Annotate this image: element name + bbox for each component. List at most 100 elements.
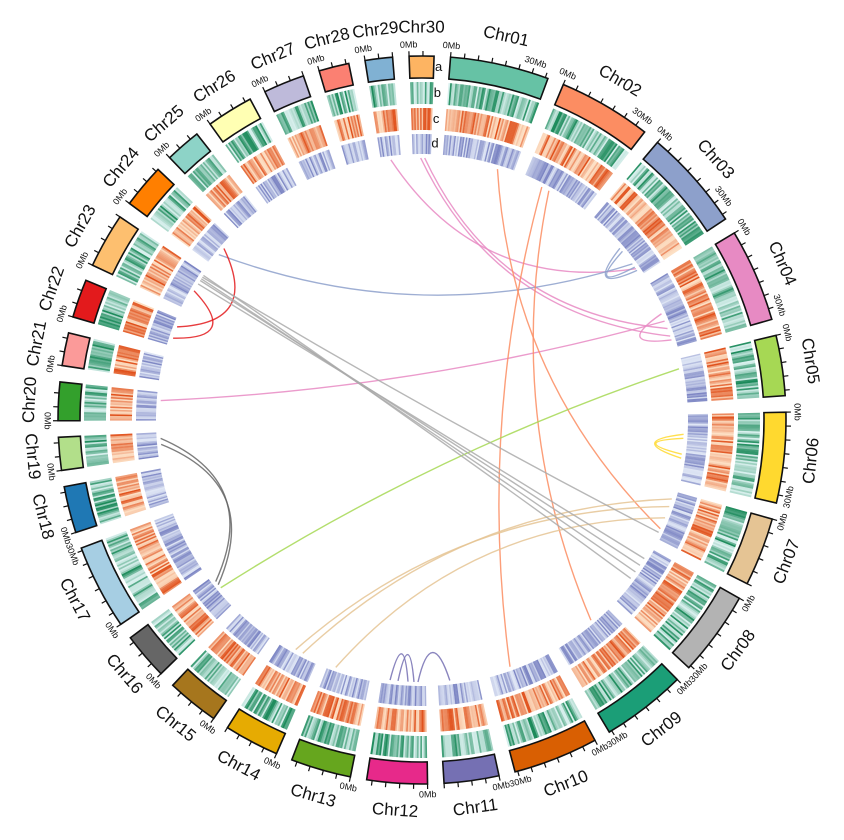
heatmap-bin-d [471,138,477,159]
heatmap-bin-d [684,458,706,463]
heatmap-bin-c [240,165,255,185]
heatmap-bin-b [399,735,403,758]
tick-mark [317,65,320,72]
heatmap-bin-d [178,268,197,281]
heatmap-bin-d [298,659,309,679]
heatmap-bin-b [715,295,738,306]
heatmap-bin-d [136,435,157,438]
heatmap-bin-c [255,664,269,685]
heatmap-bin-b [109,539,131,550]
heatmap-bin-b [252,693,266,714]
heatmap-bin-c [636,210,655,227]
heatmap-bin-d [511,150,520,171]
heatmap-bin-c [639,610,657,627]
heatmap-bin-c [124,325,146,334]
heatmap-bin-d [624,234,641,249]
heatmap-bin-b [137,235,158,250]
heatmap-bin-b [84,398,107,402]
heatmap-bin-b [160,620,179,636]
tick-mark [335,773,338,779]
heatmap-bin-b [667,207,686,223]
heatmap-bin-d [602,209,617,226]
heatmap-bin-b [543,711,554,733]
heatmap-bin-b [458,733,464,756]
heatmap-bin-c [684,286,705,298]
heatmap-bin-d [312,155,322,175]
heatmap-bin-b [328,94,336,117]
heatmap-bin-b [119,560,140,572]
heatmap-bin-b [525,718,535,740]
heatmap-bin-b [123,568,144,581]
heatmap-bin-d [150,327,171,336]
heatmap-bin-c [543,682,555,704]
heatmap-bin-c [707,364,730,371]
heatmap-bin-c [238,654,253,674]
heatmap-bin-b [610,672,626,692]
heatmap-bin-d [565,179,579,198]
heatmap-bin-b [472,86,478,109]
heatmap-bin-d [685,384,707,389]
heatmap-bin-b [708,550,730,562]
heatmap-bin-c [381,110,386,133]
heatmap-bin-b [168,194,187,211]
heatmap-bin-d [136,397,157,401]
heatmap-bin-d [603,210,618,227]
tick-mark [705,188,711,193]
heatmap-bin-b [154,612,173,628]
heatmap-bin-b [377,84,383,107]
heatmap-bin-b [611,149,627,169]
heatmap-bin-b [297,104,308,127]
heatmap-bin-d [183,260,202,273]
heatmap-bin-c [588,164,603,184]
chromosome-label: Chr03 [693,135,738,182]
heatmap-bin-d [278,171,290,191]
heatmap-bin-d [154,514,174,524]
heatmap-bin-c [627,200,645,217]
heatmap-bin-c [660,242,680,257]
heatmap-bin-d [283,652,295,672]
heatmap-bin-b [510,722,519,745]
heatmap-bin-d [311,155,321,175]
heatmap-bin-d [589,625,604,643]
heatmap-bin-c [236,653,252,673]
heatmap-bin-b [350,89,358,112]
heatmap-bin-d [593,622,608,639]
heatmap-bin-c [215,184,232,203]
heatmap-bin-c [343,700,351,723]
heatmap-bin-b [133,242,153,256]
heatmap-bin-d [578,633,592,652]
heatmap-bin-c [619,191,636,209]
heatmap-bin-b [114,551,136,563]
heatmap-bin-c [209,190,226,209]
heatmap-bin-c [114,365,137,371]
ideogram-chr12 [365,757,429,785]
tick-label: 0Mb [492,779,511,792]
heatmap-bin-d [272,646,285,665]
tick-mark [87,262,93,266]
heatmap-bin-d [621,231,638,246]
heatmap-bin-b [566,119,579,140]
heatmap-bin-b [335,725,343,748]
heatmap-bin-c [111,443,134,448]
heatmap-bin-b [116,555,138,568]
heatmap-bin-c [179,222,198,239]
heatmap-bin-c [644,605,663,621]
heatmap-bin-d [633,580,651,594]
heatmap-bin-c [393,109,398,132]
heatmap-bin-c [117,482,140,490]
heatmap-bin-d [530,662,540,682]
heatmap-bin-b [675,606,695,622]
heatmap-bin-c [492,117,500,140]
heatmap-bin-d [643,260,661,274]
heatmap-bin-b [103,306,125,316]
heatmap-bin-b [122,262,143,275]
heatmap-bin-b [84,396,107,400]
heatmap-bin-b [106,533,128,544]
heatmap-bin-d [625,589,643,605]
heatmap-bin-b [392,83,397,106]
heatmap-bin-d [649,557,668,569]
tick-label: 0Mb [419,789,437,799]
heatmap-bin-c [465,706,471,729]
heatmap-bin-b [708,278,730,290]
heatmap-bin-c [110,401,133,405]
